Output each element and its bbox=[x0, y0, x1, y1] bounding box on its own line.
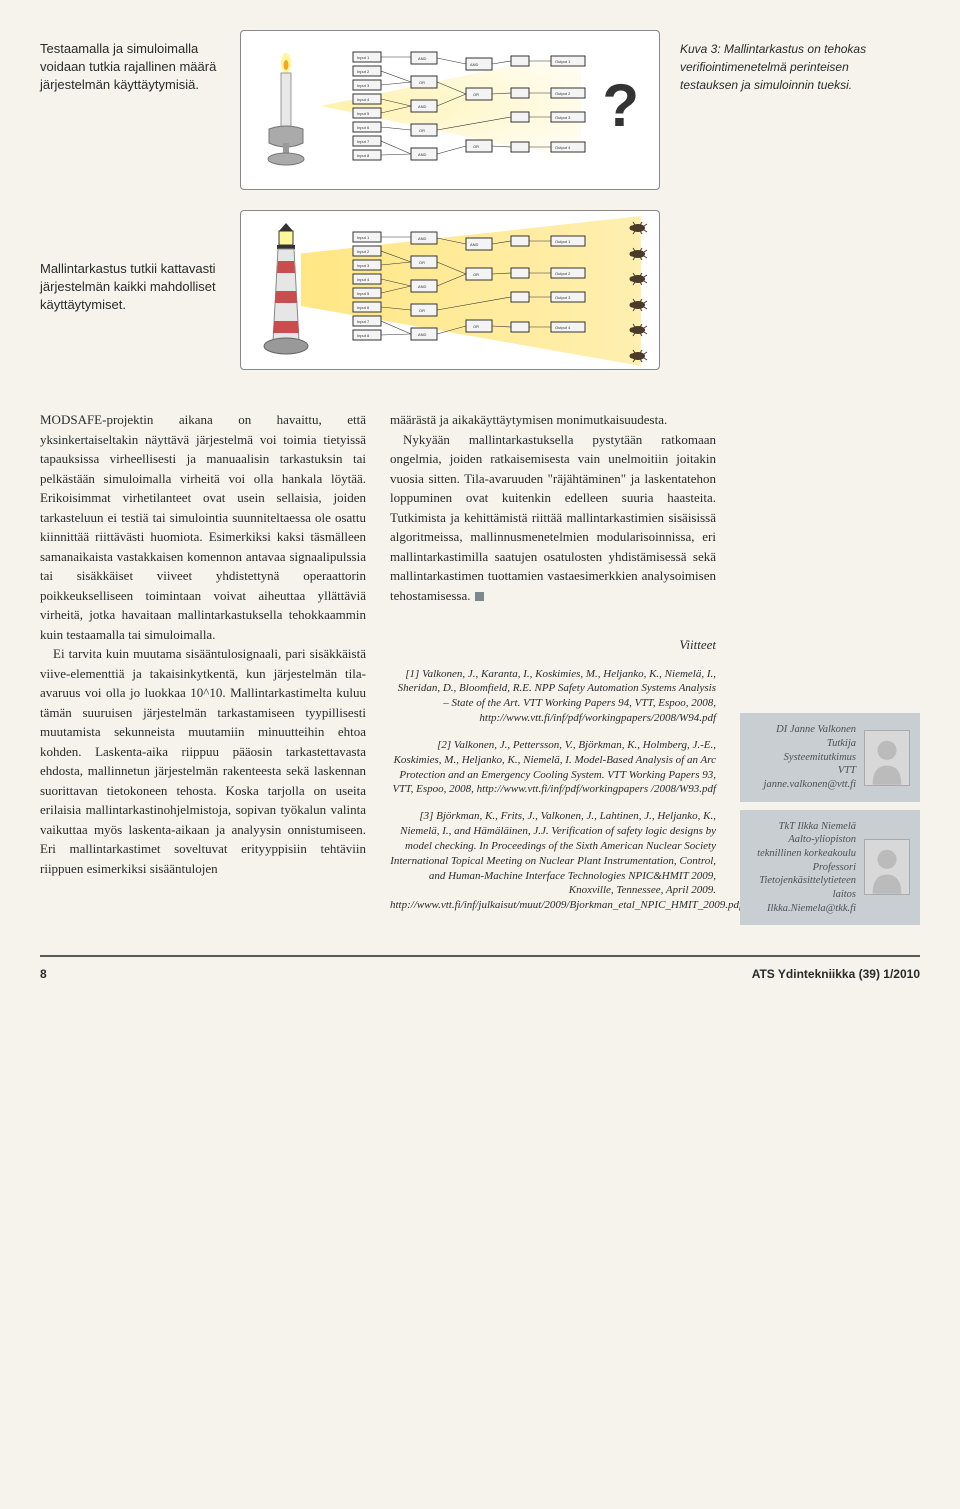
bugs-container bbox=[627, 221, 649, 368]
svg-text:AND: AND bbox=[418, 236, 427, 241]
figure-row-1: Testaamalla ja simuloimalla voidaan tutk… bbox=[40, 30, 920, 190]
svg-text:Input 4: Input 4 bbox=[357, 97, 370, 102]
references-title: Viitteet bbox=[390, 635, 716, 655]
col1-para-1: MODSAFE-projektin aikana on havaittu, et… bbox=[40, 410, 366, 644]
column-2: määrästä ja aikakäyttäytymisen monimutka… bbox=[390, 410, 716, 925]
svg-text:Input 7: Input 7 bbox=[357, 139, 370, 144]
article-body: MODSAFE-projektin aikana on havaittu, et… bbox=[40, 410, 920, 925]
svg-text:AND: AND bbox=[470, 242, 479, 247]
svg-text:AND: AND bbox=[418, 104, 427, 109]
svg-text:Output 1: Output 1 bbox=[555, 59, 571, 64]
author-1-photo bbox=[864, 730, 910, 786]
end-marker-icon bbox=[475, 592, 484, 601]
col2-para-1: määrästä ja aikakäyttäytymisen monimutka… bbox=[390, 410, 716, 430]
figure-row-2: Mallintarkastus tutkii kattavasti järjes… bbox=[40, 210, 920, 370]
logic-diagram-2: Input 1 Input 2 Input 3 Input 4 Input 5 … bbox=[351, 226, 611, 356]
svg-text:OR: OR bbox=[473, 92, 479, 97]
page-number: 8 bbox=[40, 965, 47, 983]
svg-text:OR: OR bbox=[419, 260, 425, 265]
svg-text:OR: OR bbox=[473, 144, 479, 149]
author-2-text: TkT Ilkka Niemelä Aalto-yliopiston tekni… bbox=[750, 820, 856, 915]
figure-box-1: Input 1 Input 2 Input 3 Input 4 Input 5 … bbox=[240, 30, 660, 190]
svg-text:Output 4: Output 4 bbox=[555, 145, 571, 150]
svg-text:Output 3: Output 3 bbox=[555, 115, 571, 120]
svg-text:Input 6: Input 6 bbox=[357, 305, 370, 310]
svg-text:OR: OR bbox=[473, 324, 479, 329]
question-mark: ? bbox=[602, 61, 639, 151]
col1-para-2: Ei tarvita kuin muutama sisääntulosignaa… bbox=[40, 644, 366, 878]
bug-icon bbox=[627, 221, 649, 241]
figure-section: Testaamalla ja simuloimalla voidaan tutk… bbox=[40, 30, 920, 370]
figure-row2-text: Mallintarkastus tutkii kattavasti järjes… bbox=[40, 210, 220, 315]
column-1: MODSAFE-projektin aikana on havaittu, et… bbox=[40, 410, 366, 925]
svg-text:Input 4: Input 4 bbox=[357, 277, 370, 282]
author-card-2: TkT Ilkka Niemelä Aalto-yliopiston tekni… bbox=[740, 810, 920, 925]
svg-text:Input 3: Input 3 bbox=[357, 263, 370, 268]
journal-name: ATS Ydintekniikka (39) 1/2010 bbox=[752, 965, 920, 983]
author-rail: DI Janne Valkonen Tutkija Systeemitutkim… bbox=[740, 410, 920, 925]
svg-text:Input 1: Input 1 bbox=[357, 55, 370, 60]
author-2-photo bbox=[864, 839, 910, 895]
svg-text:Input 7: Input 7 bbox=[357, 319, 370, 324]
svg-text:Input 2: Input 2 bbox=[357, 69, 370, 74]
reference-2: [2] Valkonen, J., Pettersson, V., Björkm… bbox=[390, 738, 716, 797]
svg-text:OR: OR bbox=[419, 80, 425, 85]
svg-text:Input 8: Input 8 bbox=[357, 333, 370, 338]
bug-icon bbox=[627, 323, 649, 343]
svg-text:Input 3: Input 3 bbox=[357, 83, 370, 88]
svg-text:AND: AND bbox=[470, 62, 479, 67]
svg-text:AND: AND bbox=[418, 152, 427, 157]
figure-box-2: Input 1 Input 2 Input 3 Input 4 Input 5 … bbox=[240, 210, 660, 370]
bug-icon bbox=[627, 349, 649, 369]
svg-text:AND: AND bbox=[418, 56, 427, 61]
svg-text:Input 6: Input 6 bbox=[357, 125, 370, 130]
svg-text:OR: OR bbox=[419, 128, 425, 133]
svg-text:Input 2: Input 2 bbox=[357, 249, 370, 254]
candle-icon bbox=[261, 51, 311, 177]
bug-icon bbox=[627, 298, 649, 318]
reference-1: [1] Valkonen, J., Karanta, I., Koskimies… bbox=[390, 667, 716, 726]
svg-text:AND: AND bbox=[418, 284, 427, 289]
svg-text:Input 5: Input 5 bbox=[357, 111, 370, 116]
lighthouse-icon bbox=[261, 221, 311, 367]
svg-text:Output 2: Output 2 bbox=[555, 91, 571, 96]
reference-3: [3] Björkman, K., Frits, J., Valkonen, J… bbox=[390, 809, 716, 913]
svg-text:Input 8: Input 8 bbox=[357, 153, 370, 158]
svg-text:Input 5: Input 5 bbox=[357, 291, 370, 296]
figure-row1-text: Testaamalla ja simuloimalla voidaan tutk… bbox=[40, 30, 220, 95]
page-footer: 8 ATS Ydintekniikka (39) 1/2010 bbox=[40, 955, 920, 983]
bug-icon bbox=[627, 272, 649, 292]
author-1-text: DI Janne Valkonen Tutkija Systeemitutkim… bbox=[750, 723, 856, 791]
figure-caption: Kuva 3: Mallintarkastus on tehokas verif… bbox=[680, 30, 900, 94]
svg-text:OR: OR bbox=[473, 272, 479, 277]
svg-text:Output 1: Output 1 bbox=[555, 239, 571, 244]
bug-icon bbox=[627, 247, 649, 267]
col2-para-2: Nykyään mallintarkastuksella pystytään r… bbox=[390, 430, 716, 606]
svg-text:Output 3: Output 3 bbox=[555, 295, 571, 300]
logic-diagram-1: Input 1 Input 2 Input 3 Input 4 Input 5 … bbox=[351, 46, 611, 176]
svg-text:OR: OR bbox=[419, 308, 425, 313]
svg-text:Output 4: Output 4 bbox=[555, 325, 571, 330]
svg-text:AND: AND bbox=[418, 332, 427, 337]
svg-text:Input 1: Input 1 bbox=[357, 235, 370, 240]
author-card-1: DI Janne Valkonen Tutkija Systeemitutkim… bbox=[740, 713, 920, 801]
svg-text:Output 2: Output 2 bbox=[555, 271, 571, 276]
